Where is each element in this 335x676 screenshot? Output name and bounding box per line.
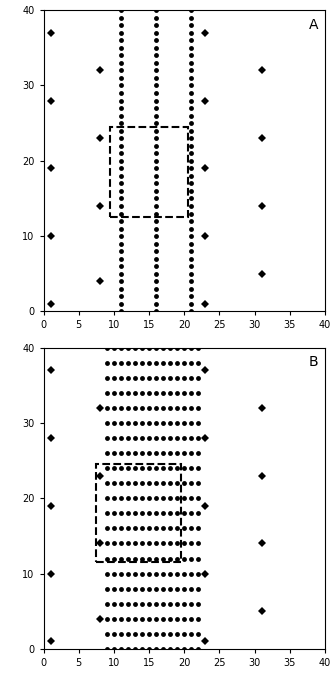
Bar [110,127,188,217]
Text: B: B [308,355,318,369]
Bar [96,464,181,562]
Text: A: A [309,18,318,32]
